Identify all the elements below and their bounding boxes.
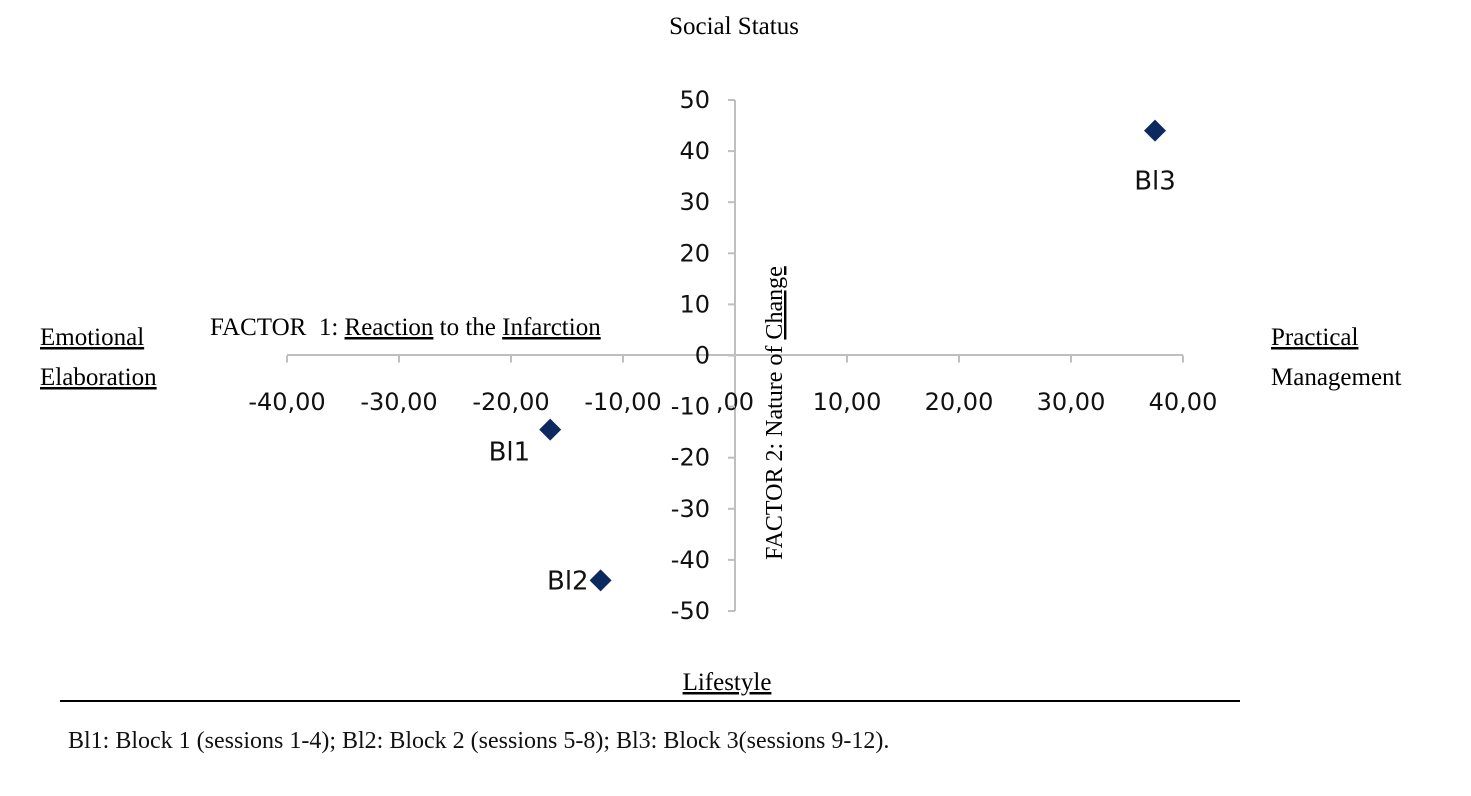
y-tick-label: 10 (679, 290, 710, 318)
scatter-point-bl3 (1144, 119, 1166, 142)
y-tick-label: -30 (671, 495, 710, 523)
x-tick-label: 40,00 (1149, 388, 1218, 416)
x-tick-label: 30,00 (1037, 388, 1106, 416)
y-tick-label: 0 (695, 342, 710, 370)
y-tick-label: 20 (679, 239, 710, 267)
y-tick-label: 30 (679, 188, 710, 216)
x-axis-title: FACTOR 1: Reaction to the Infarction (210, 314, 601, 341)
y-tick-label: -10 (671, 393, 710, 421)
x-tick-label: -10,00 (584, 388, 661, 416)
x-tick-label: 10,00 (813, 388, 882, 416)
data-points: Bl1 Bl2 Bl3 (489, 119, 1176, 596)
scatter-point-bl1 (539, 418, 562, 441)
point-label-bl3: Bl3 (1134, 167, 1176, 197)
factor-scatter-chart: Social Status Lifestyle Emotional Elabor… (40, 13, 1402, 696)
y-tick-label: 50 (679, 86, 710, 114)
x-axis-ticks: -40,00 -30,00 -20,00 -10,00 ,00 10,00 20,00 30,… (248, 355, 1218, 416)
x-tick-label: -40,00 (248, 388, 325, 416)
x-tick-label: -30,00 (360, 388, 437, 416)
pole-label-bottom: Lifestyle (683, 669, 772, 696)
pole-label-left-line1: Emotional (40, 324, 144, 351)
y-tick-label: -40 (671, 546, 710, 574)
y-tick-label: 40 (679, 137, 710, 165)
x-axis-title-part3: to the (433, 314, 502, 341)
x-tick-label: -20,00 (472, 388, 549, 416)
pole-label-left-line2: Elaboration (40, 364, 157, 391)
x-axis-title-part2: Reaction (345, 314, 434, 341)
y-axis-title-part1: FACTOR 2: Nature of (762, 340, 788, 560)
y-tick-label: -20 (671, 444, 710, 472)
x-tick-label: 20,00 (925, 388, 994, 416)
pole-label-top: Social Status (669, 13, 799, 40)
pole-label-right-line2: Management (1271, 364, 1402, 391)
scatter-point-bl2 (589, 569, 612, 592)
point-label-bl2: Bl2 (547, 566, 589, 596)
y-axis-ticks: -50 -40 -30 -20 -10 0 10 20 30 40 50 (671, 86, 735, 625)
point-label-bl1: Bl1 (489, 438, 531, 468)
pole-label-right-line1: Practical (1271, 324, 1359, 351)
y-axis-title-part2: Change (762, 266, 788, 339)
y-axis-title: FACTOR 2: Nature of Change (762, 266, 788, 560)
x-axis-title-part4: Infarction (502, 314, 601, 341)
x-tick-label: ,00 (716, 388, 754, 416)
footnote-rule (60, 700, 1240, 702)
y-tick-label: -50 (671, 597, 710, 625)
footnote: Bl1: Block 1 (sessions 1-4); Bl2: Block … (68, 728, 890, 754)
x-axis-title-part1: FACTOR 1: (210, 314, 345, 341)
